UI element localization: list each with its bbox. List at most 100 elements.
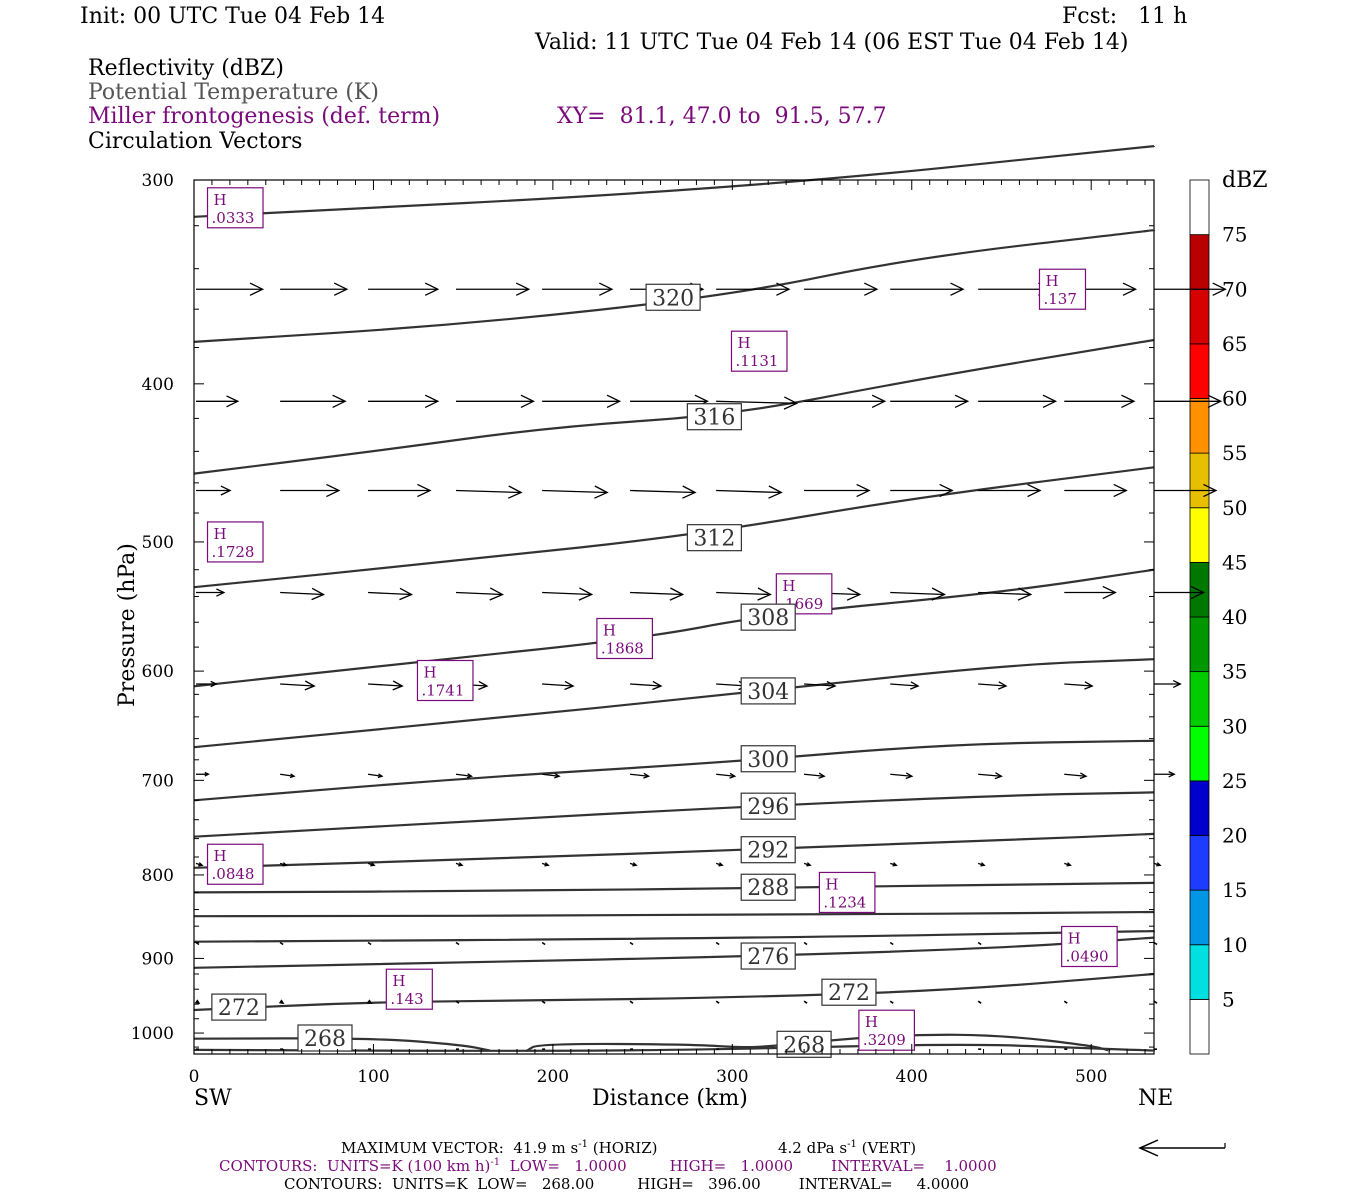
circulation-vector	[542, 282, 614, 296]
circulation-vector	[280, 680, 316, 691]
circulation-vector	[977, 862, 986, 867]
circulation-vector	[890, 862, 898, 867]
x-end-right-label: NE	[1138, 1086, 1174, 1111]
frontogenesis-maxima: H.0333H.1131H.137H.1728H.1669H.1868H.174…	[206, 187, 1118, 1051]
frontogenesis-max-value: .0333	[212, 209, 255, 227]
colorbar-segment	[1189, 561, 1210, 618]
valid-time: Valid: 11 UTC Tue 04 Feb 14 (06 EST Tue …	[535, 30, 1129, 55]
theta-contour-label: 308	[740, 603, 796, 631]
footer-contours-theta: CONTOURS: UNITS=K LOW= 268.00 HIGH= 396.…	[284, 1175, 970, 1193]
frontogenesis-max-value: .1728	[212, 543, 255, 561]
y-tick-label: 500	[142, 533, 174, 553]
x-tick-label: 400	[896, 1067, 928, 1087]
circulation-vector	[367, 862, 376, 867]
footer-max-vector: MAXIMUM VECTOR: 41.9 m s-1 (HORIZ)	[341, 1139, 658, 1157]
frontogenesis-max-label: H	[865, 1013, 878, 1031]
frontogenesis-max-label: H	[214, 191, 227, 209]
circulation-vector	[1154, 585, 1206, 600]
frontogenesis-max-label: H	[603, 621, 616, 639]
frontogenesis-max-marker: H.1234	[818, 871, 876, 914]
theta-contour-label: 300	[740, 745, 796, 773]
frontogenesis-max-marker: H.137	[1038, 268, 1087, 310]
colorbar-level-label: 40	[1222, 605, 1247, 629]
frontogenesis-max-marker: H.0333	[206, 187, 264, 229]
colorbar-unit: dBZ	[1222, 168, 1268, 193]
circulation-vector	[1154, 771, 1176, 778]
circulation-vector	[279, 941, 284, 946]
frontogenesis-max-value: .1868	[601, 639, 644, 657]
circulation-vector	[455, 862, 464, 867]
colorbar-level-label: 65	[1222, 332, 1247, 356]
theta-contour-label: 296	[740, 792, 796, 820]
svg-text:272: 272	[218, 996, 260, 1021]
svg-text:272: 272	[828, 981, 870, 1006]
x-axis-label: Distance (km)	[592, 1086, 748, 1111]
theta-contour-label: 316	[686, 403, 742, 431]
frontogenesis-max-value: .1131	[735, 352, 778, 370]
circulation-vector	[803, 1000, 808, 1004]
colorbar-segment	[1189, 234, 1210, 290]
circulation-vector	[280, 587, 325, 601]
circulation-vector	[542, 394, 622, 408]
colorbar-segment	[1189, 998, 1210, 1055]
circulation-vector	[455, 941, 460, 946]
circulation-vector	[1154, 282, 1227, 296]
theta-contour-line	[193, 1037, 491, 1052]
colorbar-segment	[1189, 835, 1210, 891]
circulation-vector	[889, 941, 894, 946]
colorbar-level-label: 60	[1222, 387, 1247, 411]
frontogenesis-max-label: H	[1045, 272, 1058, 290]
circulation-vector	[889, 1000, 894, 1004]
y-tick-label: 400	[142, 375, 174, 395]
theta-contour-line	[193, 338, 1156, 475]
circulation-vector	[890, 394, 970, 408]
frontogenesis-max-value: .137	[1043, 290, 1076, 308]
colorbar-segment	[1189, 452, 1210, 509]
circulation-vector	[542, 485, 609, 499]
circulation-vector	[1064, 862, 1072, 867]
circulation-vector	[455, 587, 504, 601]
frontogenesis-max-label: H	[214, 847, 227, 865]
colorbar-segment	[1189, 343, 1210, 399]
circulation-vector	[455, 394, 535, 408]
circulation-vector	[195, 862, 204, 867]
circulation-vector	[455, 282, 531, 296]
colorbar-segment	[1189, 671, 1210, 727]
theta-contour-label: 268	[297, 1024, 353, 1052]
circulation-vector	[196, 485, 232, 496]
circulation-vector	[455, 485, 523, 499]
colorbar-level-label: 75	[1222, 223, 1247, 247]
svg-text:268: 268	[304, 1027, 346, 1052]
circulation-vector	[804, 680, 837, 691]
circulation-vector	[978, 587, 1033, 601]
y-tick-label: 700	[142, 771, 174, 791]
circulation-vector	[455, 1000, 460, 1004]
circulation-vector	[890, 282, 965, 296]
circulation-vector	[1064, 394, 1136, 408]
axes: 0 100 200 300 400 500 300 400 500 600 700 800 900 100…	[131, 171, 1154, 1087]
circulation-vector	[196, 680, 218, 688]
circulation-vector	[629, 1000, 634, 1004]
theta-contour-label: 272	[211, 993, 267, 1021]
circulation-vector	[890, 772, 914, 780]
frontogenesis-max-label: H	[825, 875, 838, 893]
frontogenesis-max-label: H	[392, 972, 405, 990]
circulation-vector	[367, 773, 384, 779]
x-tick-label: 100	[357, 1067, 389, 1087]
colorbar-segment	[1189, 889, 1210, 946]
frontogenesis-max-value: .0848	[212, 865, 255, 883]
circulation-vector	[629, 862, 638, 867]
frontogenesis-max-value: .1741	[421, 682, 464, 700]
colorbar-level-label: 25	[1222, 769, 1247, 793]
y-axis-label: Pressure (hPa)	[115, 543, 140, 707]
circulation-vector	[280, 483, 341, 498]
theta-contour-label: 276	[740, 942, 796, 970]
circulation-vector	[803, 941, 808, 946]
circulation-vector	[368, 282, 440, 296]
colorbar-segment	[1189, 725, 1210, 782]
circulation-vector	[541, 941, 546, 946]
theta-contour-line	[193, 145, 1156, 218]
theta-contour-line	[193, 832, 1155, 869]
svg-text:288: 288	[747, 876, 789, 901]
svg-text:304: 304	[747, 680, 789, 705]
